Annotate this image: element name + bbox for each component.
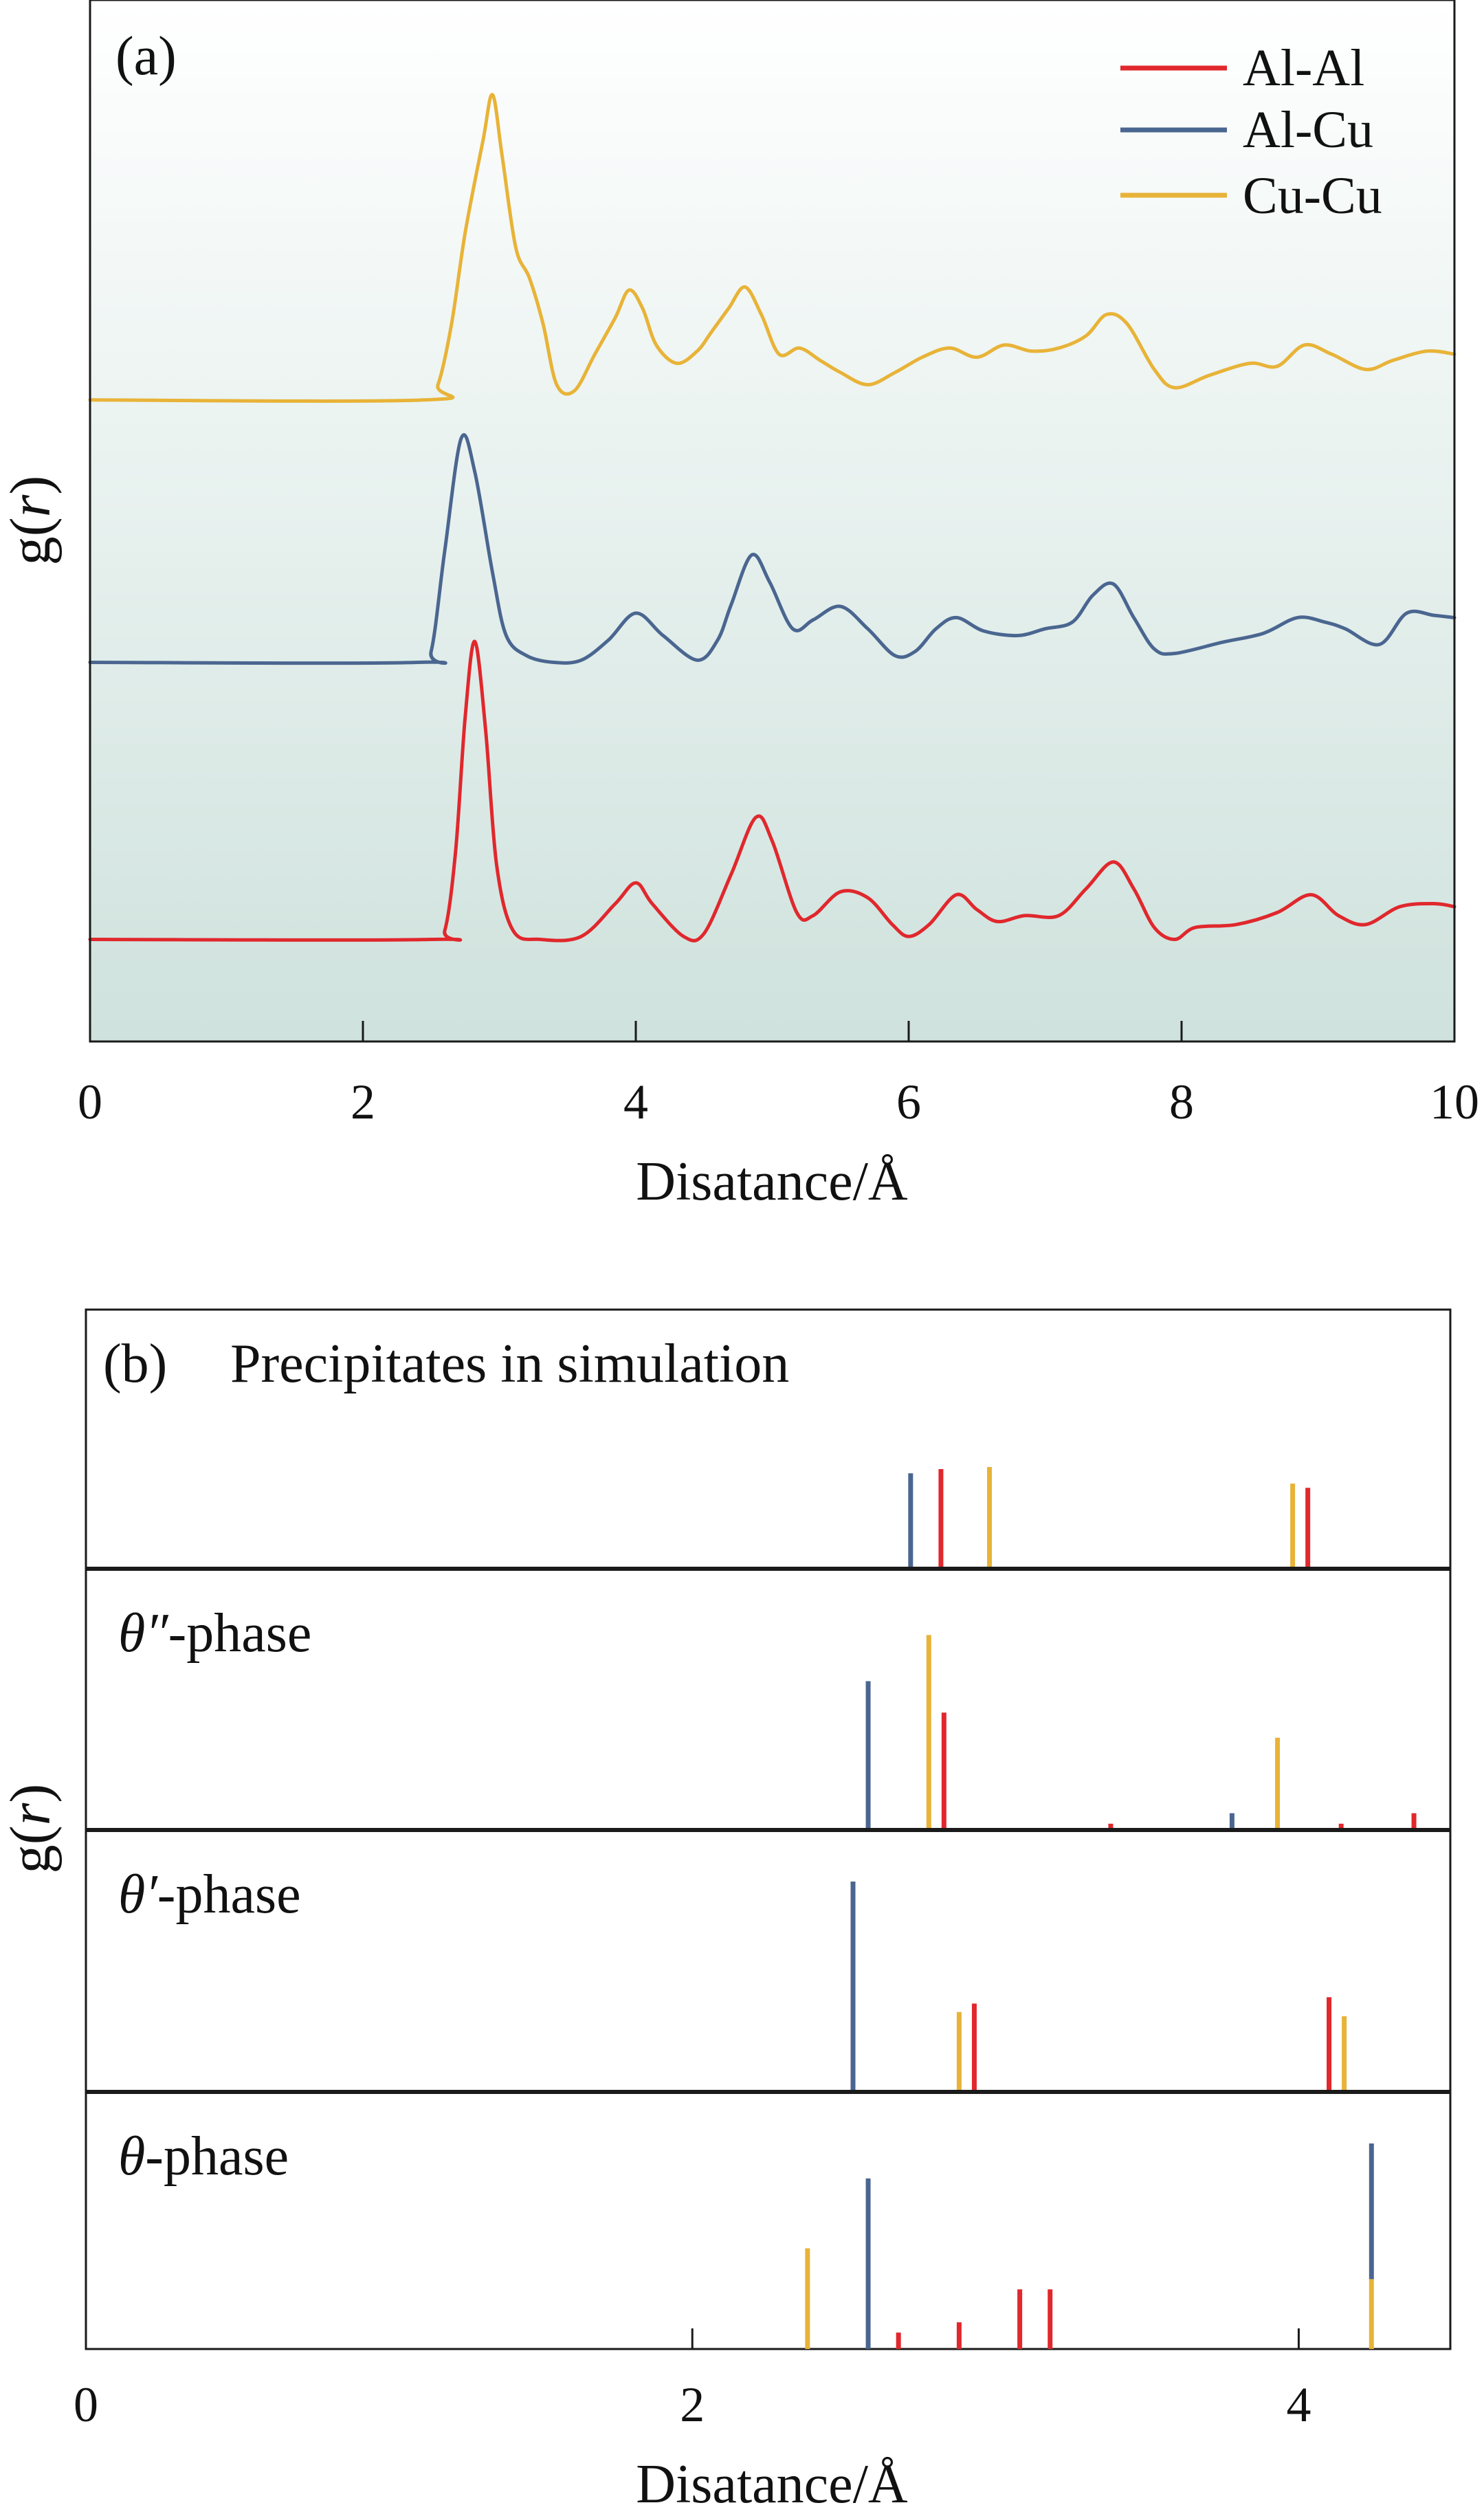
row-label: Precipitates in simulation: [230, 1334, 789, 1394]
x-tick-label: 4: [1286, 2377, 1311, 2432]
x-tick-label: 2: [680, 2377, 705, 2432]
row-label: θ-phase: [118, 2126, 289, 2187]
panel-b-x-axis: 0 2 4: [74, 2328, 1311, 2432]
panel-b-row-3: θ′-phase: [86, 1864, 1450, 2094]
panel-a-plot-frame: [89, 0, 1456, 1043]
x-tick-label: 2: [351, 1074, 375, 1129]
series-line-cu-cu: [88, 93, 1457, 403]
x-tick-label: 8: [1169, 1074, 1194, 1129]
panel-a-plot-background: [90, 0, 1454, 1041]
panel-a-rdf-chart: 0 2 4 6 8 10 (a) Al-Al Al-Cu Cu-Cu g(r) Disat…: [0, 0, 1479, 1212]
panel-a-x-axis-title: Disatance/Å: [636, 1151, 908, 1212]
x-tick-label: 10: [1430, 1074, 1479, 1129]
panel-a-series-group: [88, 93, 1457, 942]
series-line-al-al: [88, 639, 1457, 942]
x-tick-label: 0: [78, 1074, 102, 1129]
x-tick-label: 6: [896, 1074, 921, 1129]
legend-label-cu-cu: Cu-Cu: [1243, 167, 1382, 225]
panel-b-stick-chart: Precipitates in simulation θ″-phase θ′-pha…: [0, 1308, 1452, 2514]
panel-b-y-axis-title: g(r): [0, 1784, 63, 1874]
panel-b-label: (b): [103, 1334, 167, 1394]
panel-a-y-axis-title: g(r): [0, 476, 63, 566]
panel-b-x-axis-title: Disatance/Å: [636, 2454, 908, 2514]
row-label: θ″-phase: [118, 1603, 311, 1664]
x-tick-label: 0: [74, 2377, 98, 2432]
panel-a-legend: Al-Al Al-Cu Cu-Cu: [1120, 39, 1382, 225]
legend-label-al-cu: Al-Cu: [1243, 101, 1373, 159]
legend-label-al-al: Al-Al: [1243, 39, 1364, 97]
panel-b-row-1: Precipitates in simulation: [86, 1334, 1450, 1571]
series-line-al-cu: [88, 432, 1457, 665]
panel-b-row-2: θ″-phase: [86, 1603, 1450, 1832]
panel-b-rows: Precipitates in simulation θ″-phase θ′-pha…: [86, 1334, 1450, 2349]
x-tick-label: 4: [623, 1074, 648, 1129]
panel-a-x-axis: 0 2 4 6 8 10: [78, 1021, 1479, 1129]
row-label: θ′-phase: [118, 1864, 301, 1925]
panel-b-row-4: θ-phase: [118, 2126, 1374, 2349]
panel-a-label: (a): [115, 26, 177, 87]
